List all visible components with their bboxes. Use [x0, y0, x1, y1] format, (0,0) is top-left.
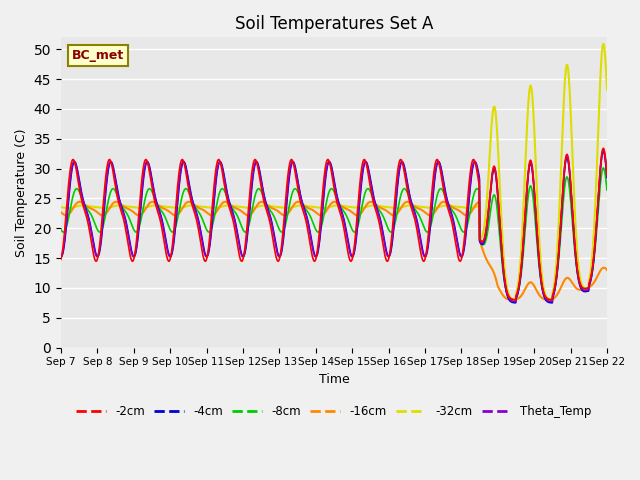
Line: -4cm: -4cm	[61, 151, 607, 303]
Theta_Temp	[603, 173, 611, 179]
-2cm	[548, 297, 556, 303]
-8cm	[548, 297, 556, 303]
Theta_Temp	[588, 274, 595, 279]
Title: Soil Temperatures Set A: Soil Temperatures Set A	[235, 15, 433, 33]
-4cm	[588, 276, 595, 282]
-32cm	[308, 204, 316, 210]
-2cm	[85, 224, 93, 229]
-8cm	[600, 165, 607, 171]
-16cm	[308, 207, 316, 213]
Theta_Temp	[308, 242, 316, 248]
-32cm	[323, 205, 330, 211]
-2cm	[487, 182, 495, 188]
Line: Theta_Temp: Theta_Temp	[61, 150, 607, 301]
Theta_Temp	[588, 275, 595, 281]
-32cm	[85, 204, 93, 209]
-16cm	[588, 283, 595, 288]
-2cm	[308, 252, 316, 257]
X-axis label: Time: Time	[319, 373, 349, 386]
-16cm	[85, 204, 93, 210]
Line: -32cm: -32cm	[61, 44, 607, 300]
Legend: -2cm, -4cm, -8cm, -16cm, -32cm, Theta_Temp: -2cm, -4cm, -8cm, -16cm, -32cm, Theta_Te…	[71, 400, 596, 422]
-32cm	[548, 297, 556, 303]
-16cm	[548, 297, 556, 303]
-4cm	[548, 300, 556, 306]
-8cm	[323, 199, 330, 205]
-2cm	[323, 159, 330, 165]
Theta_Temp	[487, 183, 495, 189]
-16cm	[588, 282, 595, 288]
-8cm	[57, 227, 65, 232]
Line: -8cm: -8cm	[61, 168, 607, 300]
Text: BC_met: BC_met	[72, 49, 124, 62]
-16cm	[603, 267, 611, 273]
Line: -16cm: -16cm	[61, 202, 607, 300]
-2cm	[600, 145, 607, 151]
-32cm	[603, 87, 611, 93]
-4cm	[588, 275, 595, 280]
-2cm	[57, 256, 65, 262]
Theta_Temp	[323, 167, 330, 172]
-4cm	[600, 148, 607, 154]
-32cm	[588, 263, 595, 268]
Theta_Temp	[548, 299, 556, 304]
-8cm	[487, 206, 495, 212]
-4cm	[603, 175, 611, 180]
-8cm	[588, 274, 595, 279]
-4cm	[308, 240, 316, 246]
-16cm	[148, 199, 156, 204]
-32cm	[600, 41, 607, 47]
-8cm	[603, 187, 611, 193]
-8cm	[85, 208, 93, 214]
-16cm	[323, 207, 330, 213]
Theta_Temp	[85, 216, 93, 222]
Line: -2cm: -2cm	[61, 148, 607, 300]
Theta_Temp	[57, 254, 65, 260]
-32cm	[588, 265, 595, 271]
-2cm	[588, 272, 595, 277]
-2cm	[603, 171, 611, 177]
-4cm	[85, 215, 93, 221]
-16cm	[57, 209, 65, 215]
-4cm	[487, 185, 495, 191]
Y-axis label: Soil Temperature (C): Soil Temperature (C)	[15, 128, 28, 257]
-32cm	[57, 204, 65, 210]
Theta_Temp	[600, 147, 607, 153]
-8cm	[308, 217, 316, 223]
-32cm	[487, 133, 495, 139]
-4cm	[57, 254, 65, 260]
-8cm	[588, 275, 595, 280]
-2cm	[588, 273, 595, 279]
-16cm	[487, 264, 495, 270]
-4cm	[323, 169, 330, 175]
